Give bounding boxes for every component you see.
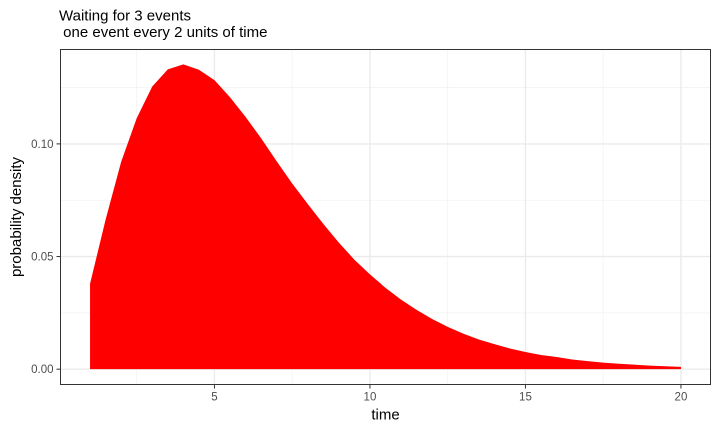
x-tick-label-1: 10: [364, 392, 377, 404]
chart-subtitle: one event every 2 units of time: [59, 24, 267, 41]
y-tick-label-0: 0.00: [31, 364, 53, 376]
plot-border: [60, 49, 711, 385]
chart-title: Waiting for 3 events: [59, 8, 191, 25]
x-tick-label-3: 20: [675, 392, 688, 404]
y-axis-title: probability density: [8, 156, 25, 277]
x-axis: 5 10 15 20: [211, 384, 688, 404]
y-tick-label-1: 0.05: [31, 252, 53, 264]
density-area: [90, 64, 681, 370]
x-axis-title: time: [371, 407, 399, 424]
y-tick-label-2: 0.10: [31, 139, 53, 151]
x-tick-label-2: 15: [519, 392, 532, 404]
x-tick-label-0: 5: [211, 392, 217, 404]
y-axis: 0.00 0.05 0.10: [31, 139, 61, 376]
